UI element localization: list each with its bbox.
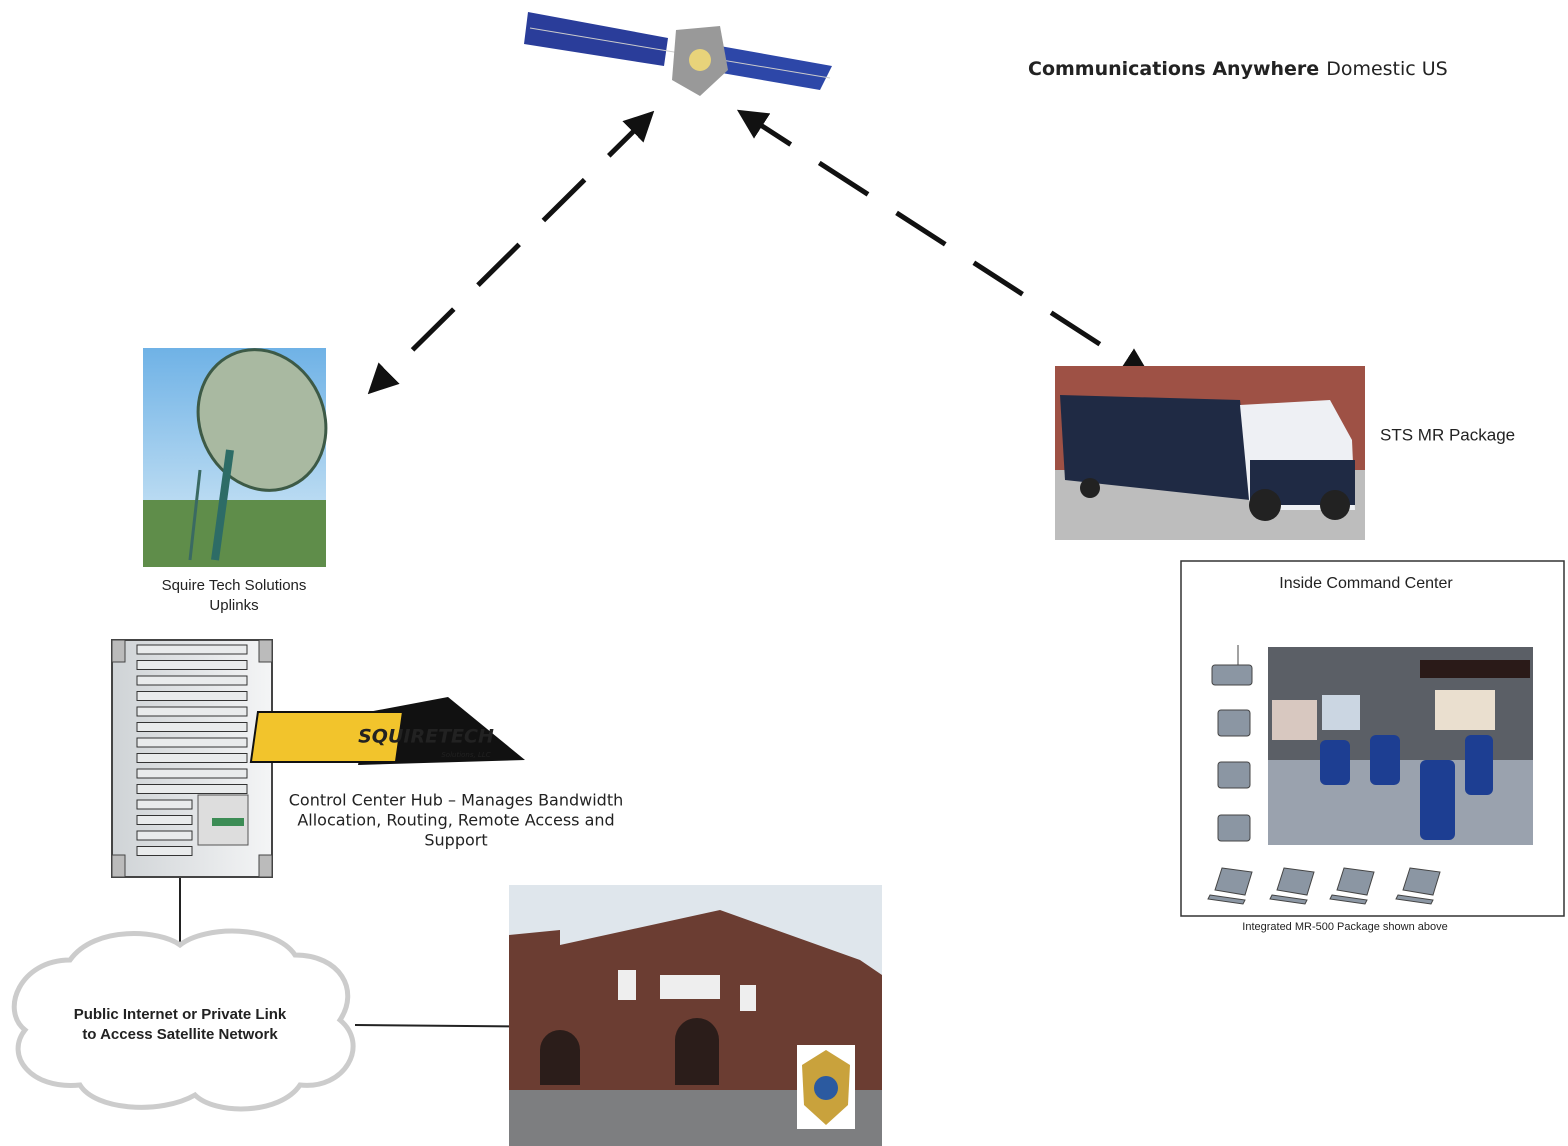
satellite-icon-part xyxy=(689,49,711,71)
server-rack-part-part xyxy=(137,785,247,794)
building-photo-part xyxy=(675,1018,719,1085)
command-center-label: Inside Command Center xyxy=(1279,575,1453,592)
server-rack-part-part xyxy=(137,738,247,747)
server-rack-part-part xyxy=(137,707,247,716)
hub-label: Support xyxy=(424,831,487,850)
command-center-photo-part xyxy=(1420,660,1530,678)
building-photo-part xyxy=(740,985,756,1011)
device-icons-part xyxy=(1218,815,1250,841)
command-center-photo-part xyxy=(1370,735,1400,785)
logo-name: SQUIRETECH xyxy=(358,726,494,748)
satellite-icon xyxy=(524,12,832,96)
truck-photo-part xyxy=(1320,490,1350,520)
command-center-photo-part xyxy=(1322,695,1360,730)
server-rack-part xyxy=(112,855,125,877)
truck-photo-part xyxy=(1080,478,1100,498)
uplinks-label: Squire Tech Solutions xyxy=(162,577,307,594)
building-photo-part xyxy=(660,975,720,999)
command-center-photo-part xyxy=(1268,760,1533,845)
device-icons-part xyxy=(1212,665,1252,685)
cloud-label: Public Internet or Private Link xyxy=(74,1006,287,1023)
building-photo xyxy=(509,885,882,1146)
mr-package-label: STS MR Package xyxy=(1380,425,1515,444)
building-photo-part xyxy=(540,1030,580,1085)
server-rack-part-part xyxy=(137,723,247,732)
title-bold: Communications Anywhere xyxy=(1028,58,1319,80)
uplink-link xyxy=(372,115,650,390)
dish-photo xyxy=(143,329,349,567)
server-rack-part xyxy=(259,855,272,877)
server-rack-part-part xyxy=(137,769,247,778)
server-rack-part-part xyxy=(137,676,247,685)
dish-photo-part xyxy=(143,500,326,567)
logo-sub: Solutions, LLC xyxy=(441,751,490,759)
server-rack-part-part xyxy=(137,645,247,654)
server-rack-part-part xyxy=(137,692,247,701)
page: {"header": {"title_bold": "Communication… xyxy=(0,0,1568,1146)
building-photo-part xyxy=(618,970,636,1000)
building-photo-part xyxy=(814,1076,838,1100)
hub-label: Control Center Hub – Manages Bandwidth xyxy=(289,791,624,810)
command-center-photo-part xyxy=(1320,740,1350,785)
command-center-photo xyxy=(1268,647,1533,845)
squiretech-logo: SQUIRETECH Solutions, LLC xyxy=(251,697,525,765)
server-rack-part-part xyxy=(137,661,247,670)
device-icons-part xyxy=(1218,710,1250,736)
server-rack-part-part xyxy=(137,754,247,763)
satellite-icon-part xyxy=(716,46,832,90)
device-icons-part xyxy=(1218,762,1250,788)
server-rack-part-part xyxy=(137,847,192,856)
server-rack xyxy=(112,640,272,877)
command-center-photo-part xyxy=(1435,690,1495,730)
title-rest: Domestic US xyxy=(1326,58,1448,80)
mr-link xyxy=(742,113,1146,374)
hub-label: Allocation, Routing, Remote Access and xyxy=(297,811,614,830)
server-rack-part xyxy=(112,640,125,662)
server-rack-part-part xyxy=(137,800,192,809)
command-center-photo-part xyxy=(1272,700,1317,740)
server-rack-part-part xyxy=(137,816,192,825)
command-center-photo-part xyxy=(1420,760,1455,840)
diagram: Communications Anywhere Domestic US Squir… xyxy=(0,0,1568,1146)
server-rack-part-part xyxy=(137,831,192,840)
caption: Integrated MR-500 Package shown above xyxy=(1242,921,1447,933)
uplinks-label: Uplinks xyxy=(209,597,258,614)
truck-photo xyxy=(1055,366,1365,540)
header-title: Communications Anywhere Domestic US xyxy=(1028,58,1448,80)
truck-photo-part xyxy=(1249,489,1281,521)
command-center-photo-part xyxy=(1465,735,1493,795)
server-rack-part xyxy=(212,818,244,826)
server-rack-part xyxy=(259,640,272,662)
cloud-label: to Access Satellite Network xyxy=(82,1026,278,1043)
